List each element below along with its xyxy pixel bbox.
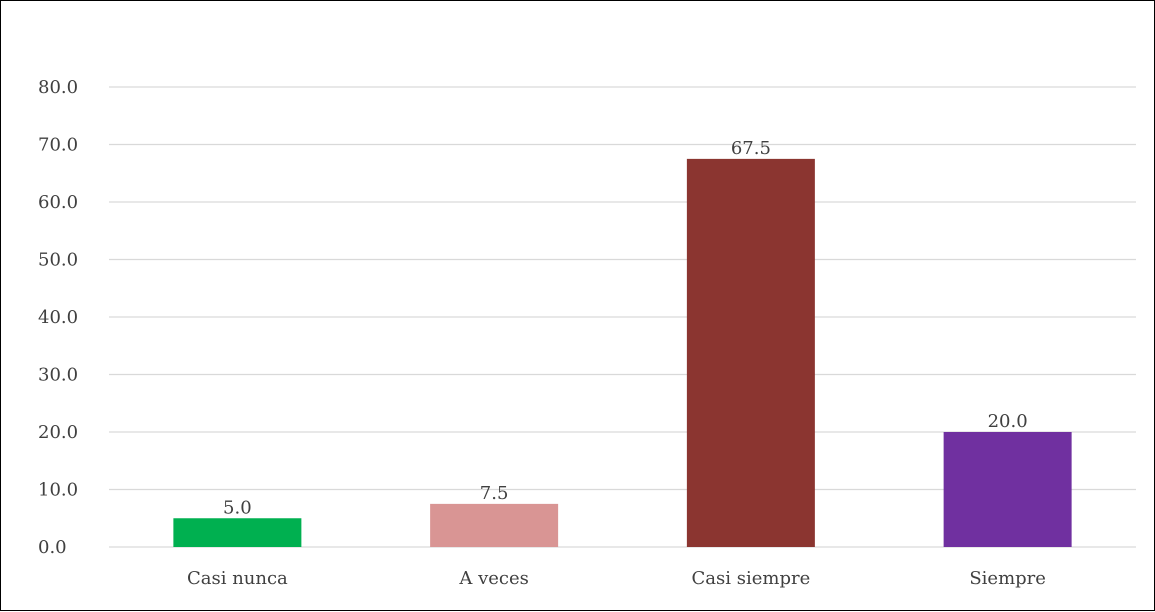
y-tick-label: 30.0 xyxy=(38,365,78,386)
category-label: Siempre xyxy=(969,568,1046,589)
y-tick-label: 10.0 xyxy=(38,480,78,501)
y-tick-label: 0.0 xyxy=(38,537,67,558)
bar-siempre xyxy=(943,432,1072,547)
category-label: Casi nunca xyxy=(187,568,288,589)
data-label: 20.0 xyxy=(988,411,1028,432)
data-label: 5.0 xyxy=(223,497,252,518)
data-labels: 5.0 7.5 67.5 20.0 xyxy=(223,138,1028,518)
bar-casi-nunca xyxy=(173,518,302,547)
y-tick-label: 60.0 xyxy=(38,192,78,213)
y-tick-label: 80.0 xyxy=(38,77,78,98)
bar-a-veces xyxy=(430,503,559,547)
category-label: Casi siempre xyxy=(692,568,811,589)
data-label: 67.5 xyxy=(731,138,771,159)
bar-casi-siempre xyxy=(686,158,815,547)
data-label: 7.5 xyxy=(480,483,509,504)
category-label: A veces xyxy=(458,568,529,589)
y-tick-label: 20.0 xyxy=(38,422,78,443)
x-axis-categories: Casi nunca A veces Casi siempre Siempre xyxy=(187,568,1046,589)
y-tick-label: 40.0 xyxy=(38,307,78,328)
bars xyxy=(173,158,1072,547)
y-tick-label: 70.0 xyxy=(38,135,78,156)
y-axis-ticks: 0.0 10.0 20.0 30.0 40.0 50.0 60.0 70.0 80.0 xyxy=(38,77,78,558)
y-tick-label: 50.0 xyxy=(38,250,78,271)
gridlines xyxy=(109,86,1136,548)
